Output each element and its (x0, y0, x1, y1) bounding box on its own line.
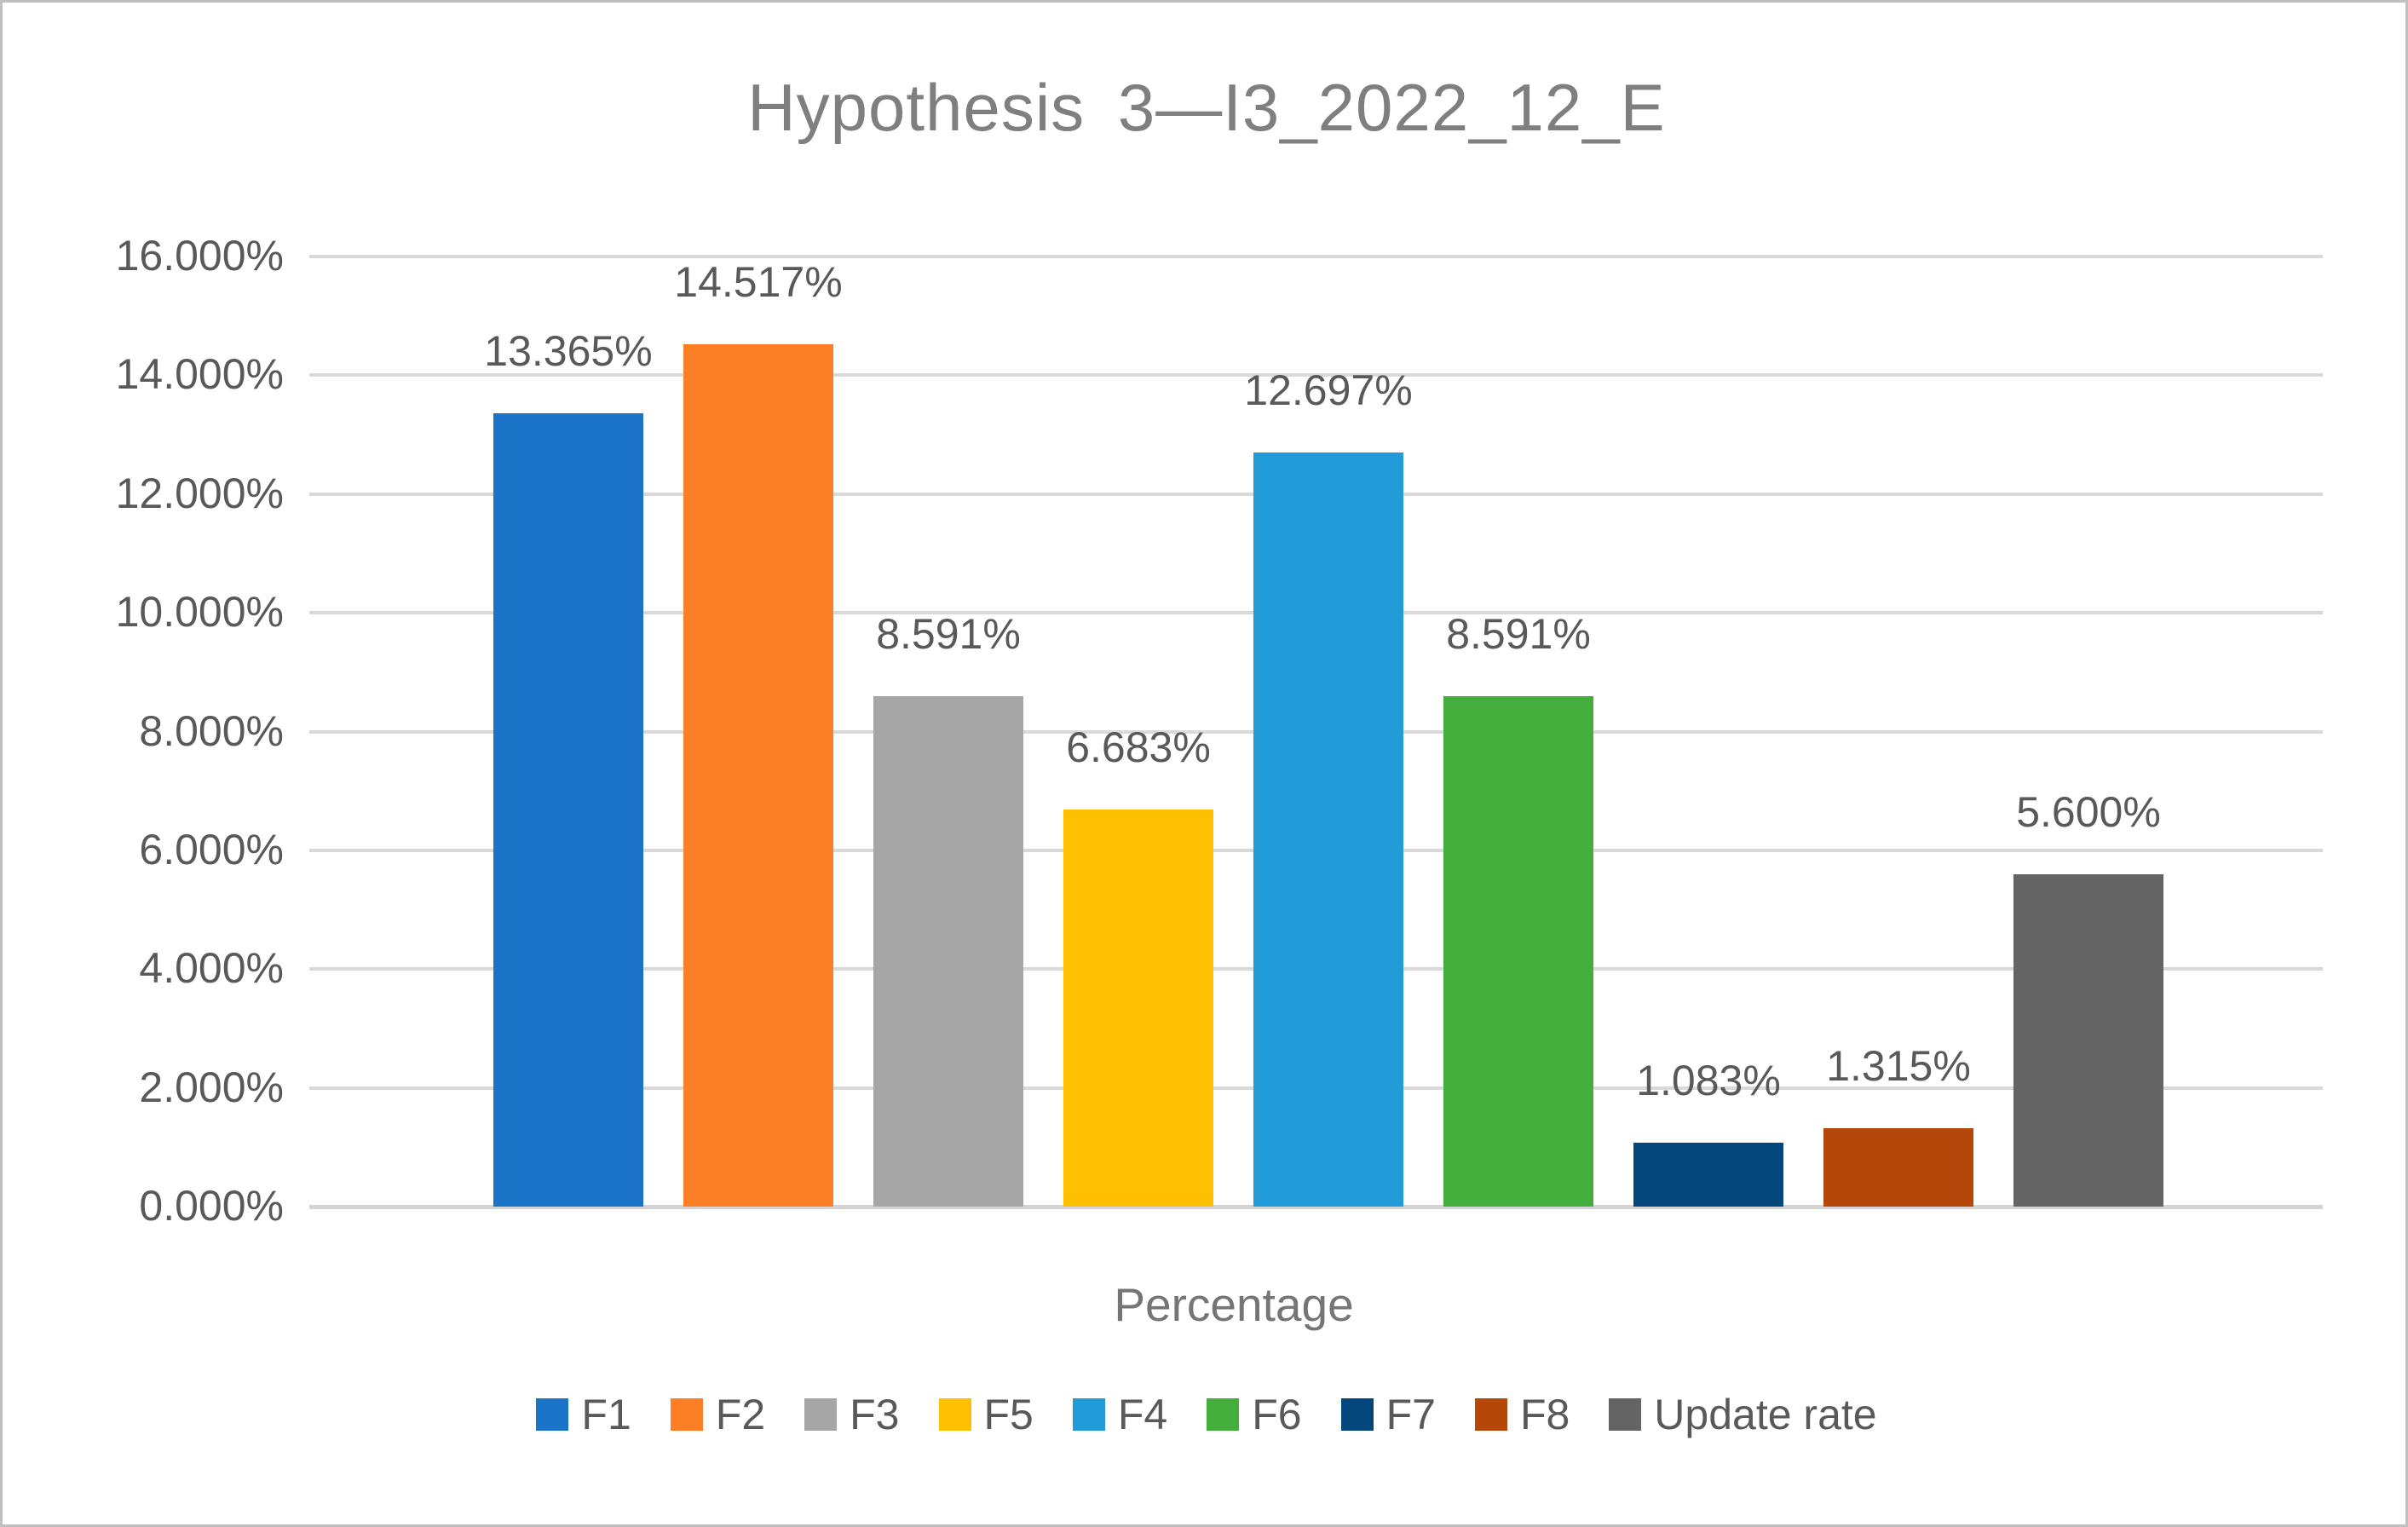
bar-value-label-f2: 14.517% (674, 258, 843, 307)
bar-value-label-f7: 1.083% (1636, 1056, 1781, 1104)
y-axis-tick-label: 10.000% (115, 588, 284, 637)
legend: F1 F2 F3 F5 F4 F6 F7 F8 Update rate (3, 1390, 2405, 1439)
bar-value-label-f3: 8.591% (876, 610, 1021, 659)
y-axis-tick-label: 8.000% (139, 706, 284, 755)
y-axis-tick-label: 6.000% (139, 825, 284, 873)
bar-update-rate (2013, 873, 2163, 1207)
y-axis-tick-label: 14.000% (115, 350, 284, 399)
bar-f5 (1063, 810, 1213, 1207)
y-axis-tick-label: 0.000% (139, 1182, 284, 1230)
gridline (309, 255, 2323, 258)
bar-value-label-update-rate: 5.600% (2016, 787, 2161, 836)
legend-item-update-rate: Update rate (1609, 1390, 1877, 1439)
y-axis-tick-label: 2.000% (139, 1063, 284, 1111)
gridline (309, 373, 2323, 377)
legend-marker-f1 (536, 1398, 569, 1431)
bar-f3 (873, 696, 1023, 1207)
legend-item-f4: F4 (1072, 1390, 1168, 1439)
legend-item-f1: F1 (536, 1390, 631, 1439)
legend-marker-f2 (670, 1398, 703, 1431)
legend-marker-f6 (1207, 1398, 1240, 1431)
bar-value-label-f6: 8.591% (1446, 610, 1591, 659)
legend-item-f3: F3 (804, 1390, 900, 1439)
x-axis-line (309, 1205, 2323, 1209)
bar-f2 (683, 344, 833, 1207)
legend-item-f5: F5 (938, 1390, 1034, 1439)
legend-item-label: F7 (1385, 1391, 1436, 1438)
legend-item-label: F5 (983, 1391, 1034, 1438)
legend-item-f8: F8 (1474, 1390, 1570, 1439)
bar-value-label-f5: 6.683% (1066, 723, 1211, 772)
legend-marker-f8 (1474, 1398, 1507, 1431)
legend-item-f7: F7 (1340, 1390, 1436, 1439)
legend-marker-f3 (804, 1398, 838, 1431)
bar-f4 (1253, 452, 1403, 1207)
x-axis-title: Percentage (1114, 1278, 1354, 1331)
legend-marker-f7 (1340, 1398, 1374, 1431)
bar-f7 (1633, 1142, 1783, 1207)
y-axis-tick-label: 16.000% (115, 232, 284, 279)
legend-item-label: Update rate (1654, 1391, 1877, 1438)
chart-title: Hypothesis 3—I3_2022_12_E (747, 70, 1666, 145)
legend-item-label: F4 (1117, 1391, 1168, 1438)
legend-item-label: F6 (1252, 1391, 1302, 1438)
legend-item-label: F2 (715, 1391, 766, 1438)
legend-item-label: F3 (850, 1391, 900, 1438)
legend-marker-f4 (1072, 1398, 1105, 1431)
y-axis-tick-label: 12.000% (115, 469, 284, 517)
legend-item-label: F1 (581, 1391, 631, 1438)
bar-f1 (493, 412, 643, 1207)
legend-item-label: F8 (1519, 1391, 1570, 1438)
bar-value-label-f8: 1.315% (1826, 1042, 1971, 1091)
legend-item-f2: F2 (670, 1390, 766, 1439)
y-axis-tick-label: 4.000% (139, 944, 284, 993)
bar-f8 (1823, 1128, 1973, 1207)
bar-value-label-f1: 13.365% (484, 326, 653, 375)
bar-f6 (1443, 696, 1593, 1207)
legend-marker-update-rate (1609, 1398, 1642, 1431)
legend-item-f6: F6 (1207, 1390, 1302, 1439)
legend-marker-f5 (938, 1398, 971, 1431)
bar-value-label-f4: 12.697% (1244, 366, 1413, 415)
